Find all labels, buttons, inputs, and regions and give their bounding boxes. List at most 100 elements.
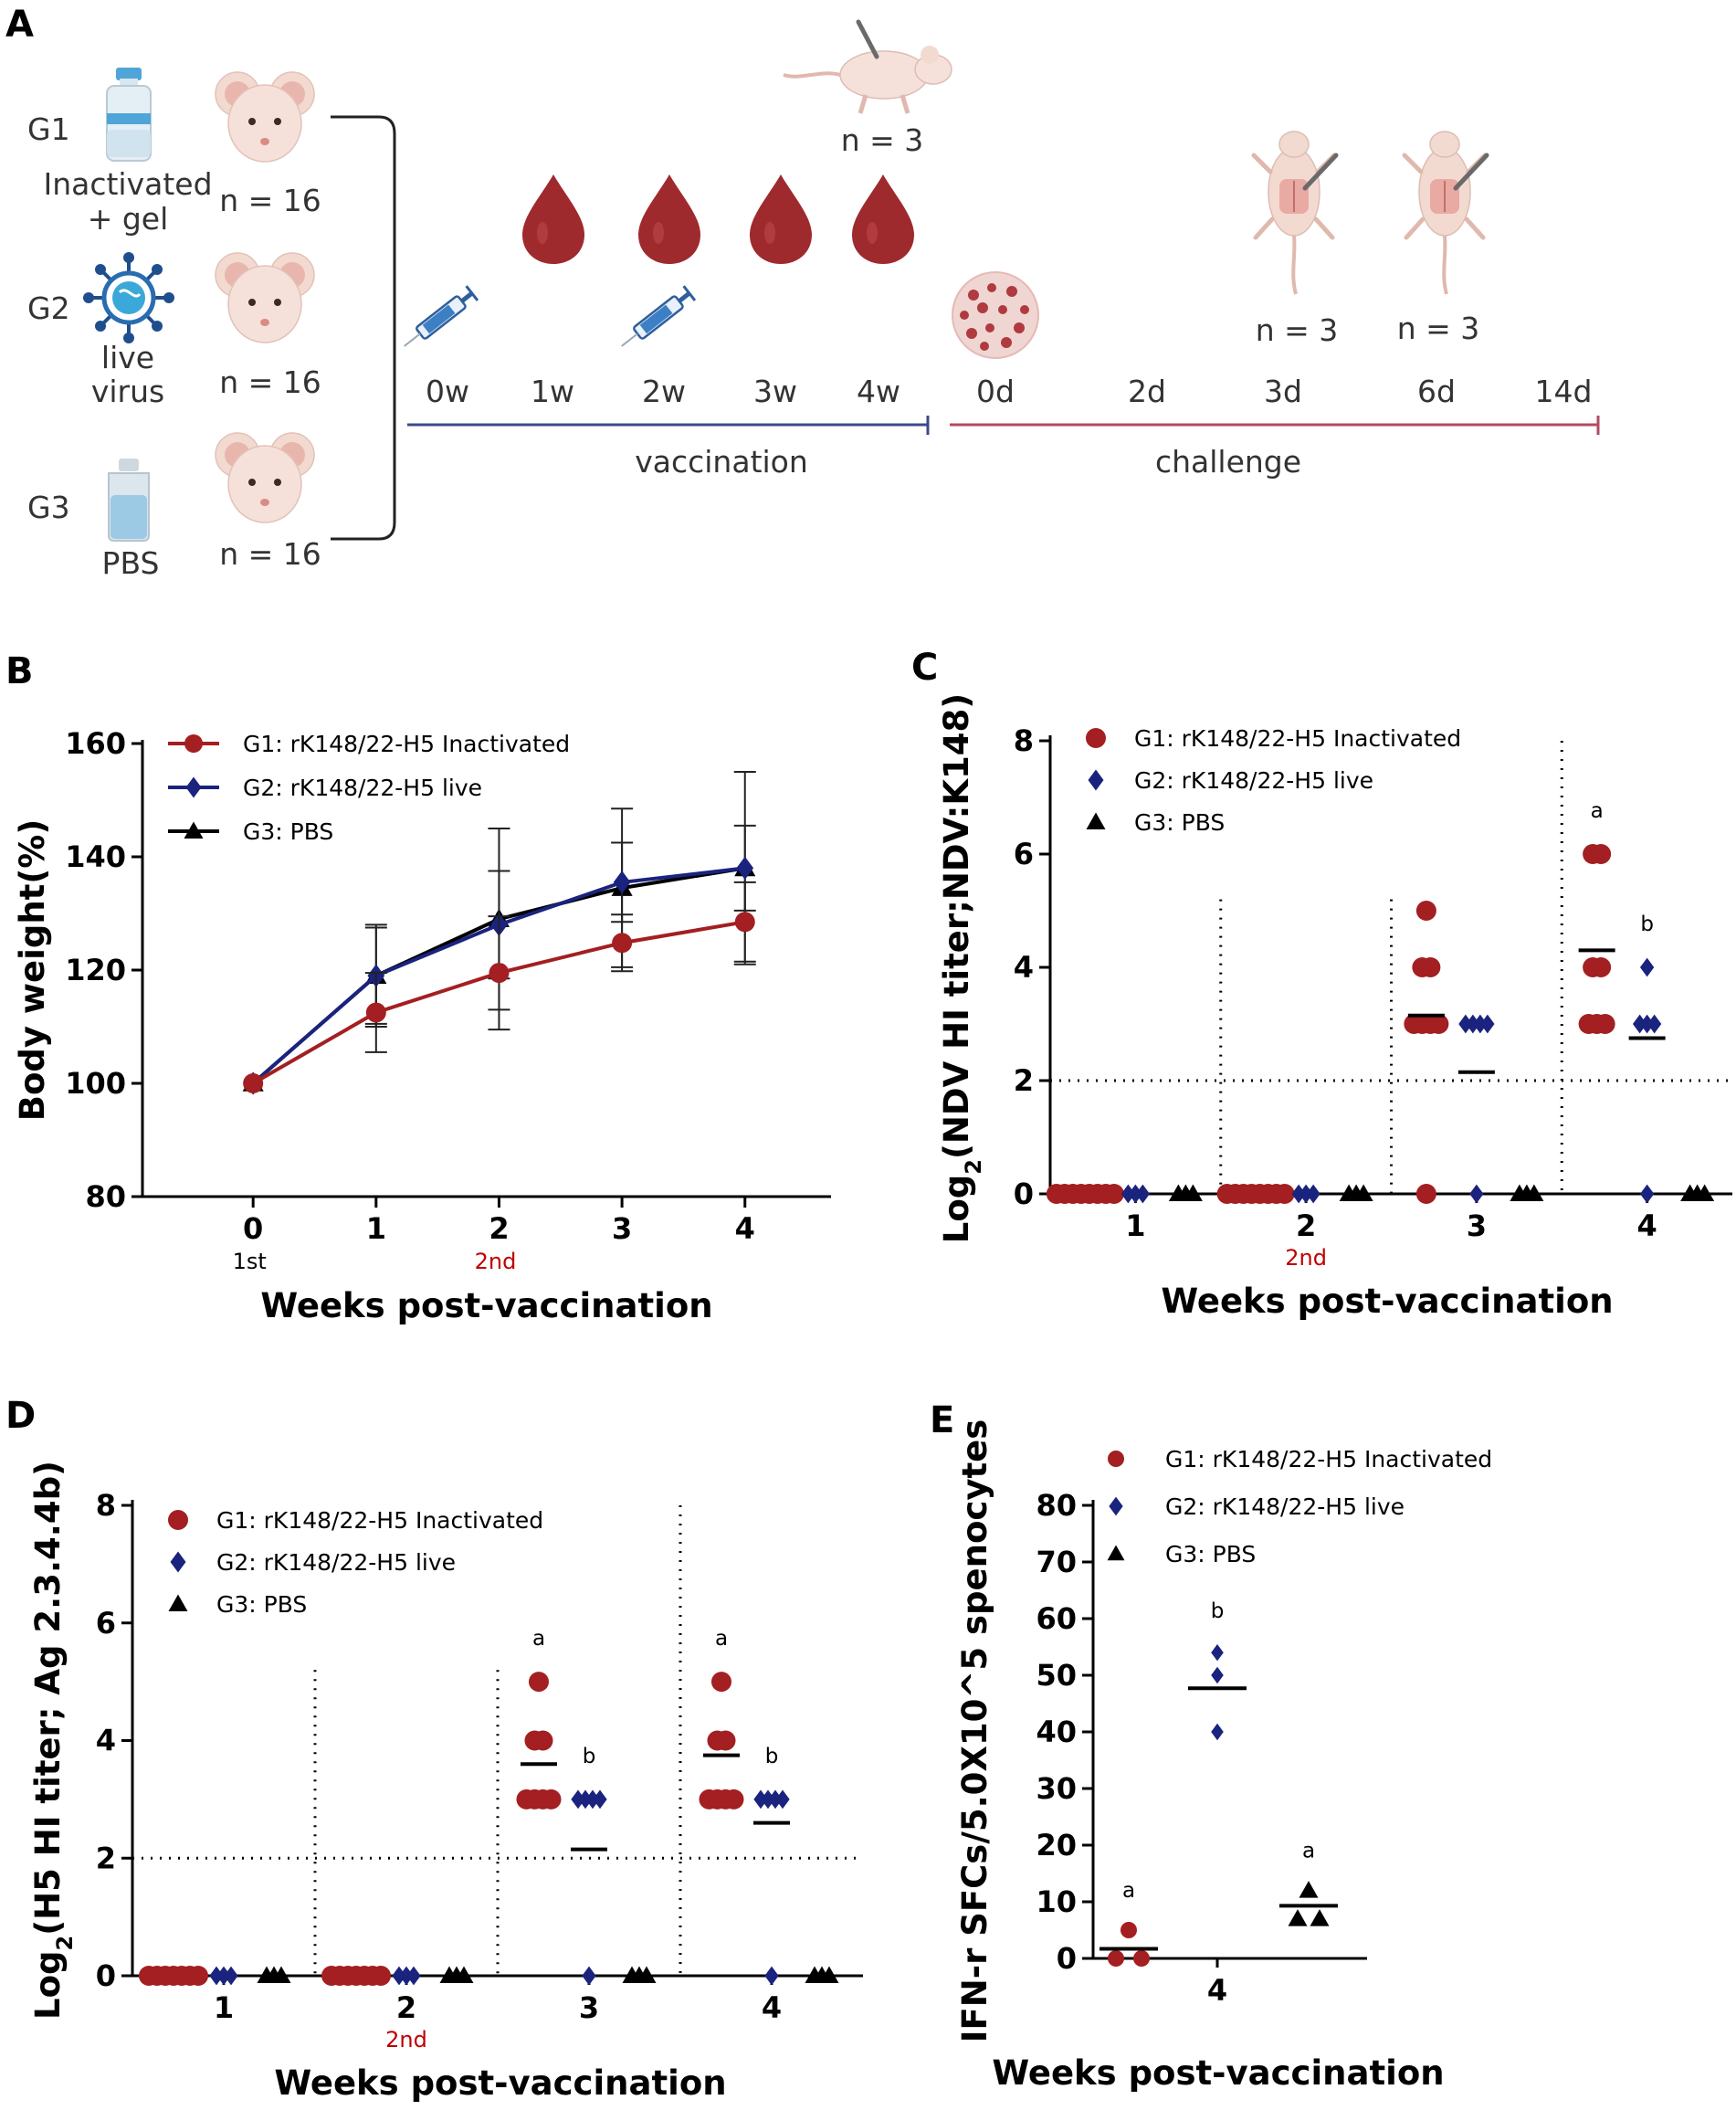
group-g3-label: G3 [27, 490, 70, 525]
group-g1-vaccine-line1: Inactivated [43, 166, 212, 202]
legend-label: G2: rK148/22-H5 live [1165, 1493, 1405, 1520]
syringe-0w-icon [399, 286, 478, 354]
data-point [529, 1672, 549, 1693]
data-point [1591, 844, 1612, 864]
y-tick-label: 10 [1036, 1884, 1077, 1919]
significance-label: b [583, 1745, 596, 1768]
legend-label: G1: rK148/22-H5 Inactivated [1134, 725, 1461, 752]
y-tick-label: 8 [96, 1488, 116, 1523]
data-point [1128, 1184, 1143, 1204]
x-tick-label: 4 [1636, 1208, 1657, 1243]
panel-d-h5-hi-chart: D 0 2 4 6 8 1 2 3 a b 4 a b 2nd Weeks post-vaccination G… [5, 1395, 863, 2103]
bottle-icon [108, 459, 150, 542]
y-tick-label: 8 [1014, 723, 1034, 758]
data-point [578, 1789, 593, 1810]
legend-label: G1: rK148/22-H5 Inactivated [216, 1507, 543, 1534]
data-point [454, 1966, 474, 1983]
y-tick-label: 6 [1014, 837, 1034, 871]
y-tick-label: 0 [1014, 1177, 1034, 1211]
timeline-tick-3d: 3d [1264, 374, 1302, 409]
y-tick-label: 0 [1057, 1941, 1077, 1976]
data-point [188, 1966, 208, 1986]
vaccination-label: vaccination [635, 444, 808, 480]
data-point [1591, 957, 1612, 977]
mouse-challenge-6d-icon [1405, 132, 1487, 294]
timeline-tick-2d: 2d [1128, 374, 1166, 409]
x-tick-label: 0 [243, 1211, 263, 1246]
data-point [734, 912, 755, 933]
data-point [1103, 1184, 1124, 1204]
y-tick-label: 80 [1036, 1488, 1077, 1523]
y-tick-label: 60 [1036, 1601, 1077, 1636]
legend-label: G1: rK148/22-H5 Inactivated [243, 731, 570, 757]
x-axis-title: Weeks post-vaccination [992, 2053, 1444, 2093]
data-point [582, 1966, 596, 1986]
data-point [753, 1789, 768, 1810]
group-g2-vaccine-line1: live [101, 340, 154, 375]
legend-marker [168, 1594, 188, 1611]
data-point [1695, 1184, 1715, 1201]
data-point [764, 1966, 779, 1986]
data-point [1473, 1014, 1488, 1034]
legend-label: G3: PBS [243, 818, 333, 845]
data-point [1632, 1014, 1647, 1034]
data-point [1353, 1184, 1373, 1201]
panel-letter: C [911, 647, 938, 689]
x-note-label: 2nd [1285, 1245, 1327, 1271]
y-tick-label: 30 [1036, 1771, 1077, 1806]
y-tick-label: 120 [65, 953, 126, 987]
data-point [1480, 1014, 1495, 1034]
y-tick-label: 4 [1014, 950, 1034, 985]
legend-marker [1109, 1496, 1123, 1516]
data-point [612, 933, 633, 954]
y-tick-label: 100 [65, 1066, 126, 1101]
y-tick-label: 2 [1014, 1063, 1034, 1098]
x-tick-label: 3 [612, 1211, 632, 1246]
blood-drop-1w-icon [522, 174, 584, 264]
panel-e-letter: E [930, 1399, 954, 1441]
x-tick-label: 2 [1296, 1208, 1316, 1243]
x-axis-title: Weeks post-vaccination [274, 2063, 726, 2103]
y-tick-label: 2 [96, 1841, 116, 1875]
y-axis-title: IFN-r SFCs/5.0X10^5 spenocytes [955, 1419, 994, 2043]
data-point [1291, 1184, 1306, 1204]
data-point [392, 1966, 406, 1986]
group-g2-n: n = 16 [219, 364, 321, 400]
legend-marker [1088, 769, 1104, 791]
data-point [399, 1966, 414, 1986]
data-point [775, 1789, 790, 1810]
data-point [613, 871, 631, 894]
data-point [1639, 957, 1655, 977]
challenge-timeline [950, 416, 1600, 435]
data-point [406, 1966, 421, 1986]
virus-icon [83, 252, 174, 343]
x-tick-label: 1 [366, 1211, 386, 1246]
y-tick-label: 0 [96, 1958, 116, 1993]
data-point [216, 1966, 231, 1986]
y-tick-label: 160 [65, 726, 126, 761]
legend-marker [184, 734, 203, 753]
vaccination-timeline [407, 416, 930, 435]
x-tick-label: 4 [735, 1211, 755, 1246]
x-tick-label: 2 [396, 1990, 416, 2025]
x-note-label: 2nd [385, 2027, 427, 2052]
data-point [1121, 1922, 1137, 1938]
data-point [1639, 1014, 1655, 1034]
data-point [1415, 1184, 1436, 1204]
data-point [1211, 1644, 1224, 1662]
y-tick-label: 80 [85, 1179, 126, 1214]
data-point [585, 1789, 600, 1810]
data-point [1594, 1014, 1615, 1034]
x-tick-label: 4 [762, 1990, 782, 2025]
data-point [1211, 1723, 1224, 1741]
panel-a-schematic: A G1 Inactivated + gel n = 16 G2 [5, 4, 1600, 581]
data-point [532, 1730, 553, 1751]
data-point [1211, 1666, 1224, 1684]
legend-label: G3: PBS [1134, 809, 1225, 836]
x-tick-label: 1 [1125, 1208, 1145, 1243]
panel-e-ifn-chart: E 0 10 20 30 40 50 60 70 80 4 a b a G1: rK148/22-H5 In… [930, 1399, 1492, 2093]
timeline-tick-0d: 0d [976, 374, 1015, 409]
group-g1-vaccine-line2: + gel [88, 201, 169, 237]
y-tick-label: 4 [96, 1724, 116, 1758]
